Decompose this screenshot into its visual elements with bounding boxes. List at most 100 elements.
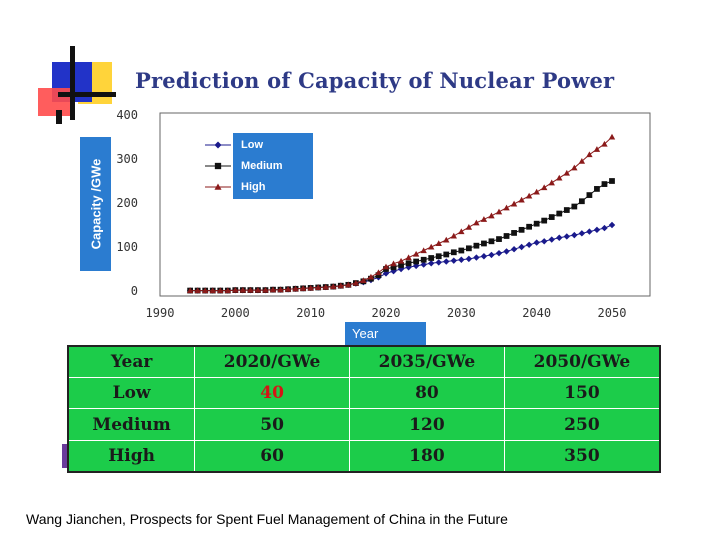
data-point-low bbox=[488, 251, 495, 259]
table-row: Medium 50 120 250 bbox=[67, 408, 661, 441]
data-point-high bbox=[390, 260, 397, 267]
x-tick-label: 2010 bbox=[296, 306, 325, 320]
data-point-medium bbox=[563, 207, 570, 213]
data-point-low bbox=[556, 234, 563, 241]
data-point-low bbox=[428, 260, 435, 267]
data-point-medium bbox=[375, 272, 382, 279]
data-point-high bbox=[254, 286, 262, 293]
data-point-medium bbox=[435, 253, 442, 260]
x-axis-label-box bbox=[345, 322, 426, 346]
data-point-high bbox=[194, 287, 201, 294]
table-cell: Medium bbox=[67, 408, 196, 441]
data-point-high bbox=[186, 287, 194, 294]
table-header-cell: 2020/GWe bbox=[194, 345, 350, 379]
data-point-high bbox=[224, 287, 231, 294]
table-cell: Low bbox=[67, 377, 196, 410]
table-row: High 60 180 350 bbox=[67, 439, 661, 473]
data-point-high bbox=[541, 184, 548, 191]
table-header-cell: Year bbox=[67, 345, 196, 379]
data-point-high bbox=[510, 200, 518, 207]
data-point-low bbox=[578, 230, 586, 237]
data-point-medium bbox=[578, 198, 585, 205]
data-point-high bbox=[202, 287, 209, 294]
table-cell: High bbox=[67, 439, 196, 473]
data-point-low bbox=[533, 239, 540, 246]
legend-marker-high bbox=[214, 183, 222, 190]
data-point-high bbox=[586, 151, 593, 158]
table-row: Low 40 80 150 bbox=[67, 377, 661, 410]
data-point-high bbox=[608, 133, 616, 140]
data-point-high bbox=[571, 164, 578, 171]
data-point-low bbox=[450, 257, 457, 264]
data-point-high bbox=[322, 283, 329, 290]
data-point-high bbox=[299, 285, 307, 291]
data-point-low bbox=[443, 258, 450, 265]
table-cell: 60 bbox=[194, 439, 350, 473]
table-cell: 180 bbox=[349, 439, 505, 473]
data-point-medium bbox=[594, 186, 600, 192]
data-point-low bbox=[435, 259, 442, 266]
table-header-cell: 2050/GWe bbox=[503, 345, 661, 379]
data-point-medium bbox=[496, 236, 502, 242]
data-point-high bbox=[601, 140, 608, 147]
x-tick-label: 2050 bbox=[598, 306, 627, 320]
data-point-high bbox=[533, 188, 540, 195]
data-point-high bbox=[367, 273, 375, 280]
data-point-high bbox=[412, 250, 420, 257]
legend-label-low: Low bbox=[241, 139, 263, 151]
data-point-low bbox=[495, 249, 503, 257]
data-point-high bbox=[480, 216, 488, 222]
data-point-medium bbox=[511, 230, 517, 236]
data-point-high bbox=[405, 254, 412, 261]
legend-marker-low bbox=[214, 141, 222, 149]
data-point-medium bbox=[413, 258, 420, 265]
data-point-medium bbox=[526, 223, 533, 230]
data-point-low bbox=[465, 255, 473, 263]
data-point-high bbox=[269, 286, 277, 293]
data-point-medium bbox=[405, 260, 412, 267]
data-point-high bbox=[315, 284, 322, 291]
data-point-high bbox=[232, 286, 239, 293]
legend-label-medium: Medium bbox=[241, 160, 283, 172]
data-point-high bbox=[217, 287, 224, 294]
data-point-high bbox=[420, 247, 427, 254]
x-tick-label: 2040 bbox=[522, 306, 551, 320]
data-point-high bbox=[209, 287, 216, 294]
data-point-medium bbox=[518, 226, 525, 233]
source-caption: Wang Jianchen, Prospects for Spent Fuel … bbox=[26, 511, 508, 527]
table-cell: 250 bbox=[503, 408, 661, 441]
y-tick-label: 300 bbox=[116, 152, 138, 166]
data-point-medium bbox=[390, 264, 397, 271]
data-point-high bbox=[360, 277, 367, 283]
data-point-low bbox=[586, 228, 593, 235]
data-point-medium bbox=[571, 203, 578, 210]
data-point-low bbox=[420, 261, 427, 268]
legend-label-high: High bbox=[241, 181, 266, 193]
data-point-medium bbox=[533, 220, 540, 227]
data-point-high bbox=[247, 286, 254, 293]
data-point-low bbox=[510, 246, 518, 253]
data-point-high bbox=[428, 243, 435, 250]
table-cell-highlighted: 40 bbox=[194, 377, 350, 410]
data-point-high bbox=[262, 286, 269, 293]
data-point-low bbox=[608, 221, 616, 229]
legend-markers bbox=[205, 141, 231, 190]
decor-vertical-bar bbox=[70, 46, 75, 120]
data-point-low bbox=[593, 226, 601, 234]
data-point-high bbox=[495, 208, 503, 215]
data-point-high bbox=[556, 174, 563, 181]
legend-marker-medium bbox=[214, 162, 222, 170]
x-tick-label: 2030 bbox=[447, 306, 476, 320]
data-point-low bbox=[503, 248, 510, 255]
decor-left-stub bbox=[56, 110, 62, 124]
data-point-high bbox=[473, 219, 480, 226]
data-point-high bbox=[307, 284, 314, 291]
data-point-medium bbox=[473, 242, 480, 249]
table-cell: 50 bbox=[194, 408, 350, 441]
data-point-low bbox=[458, 256, 465, 263]
data-point-high bbox=[525, 192, 533, 199]
data-point-medium bbox=[601, 181, 608, 187]
data-point-high bbox=[352, 279, 360, 286]
data-point-medium bbox=[503, 233, 510, 239]
data-point-low bbox=[548, 236, 555, 243]
